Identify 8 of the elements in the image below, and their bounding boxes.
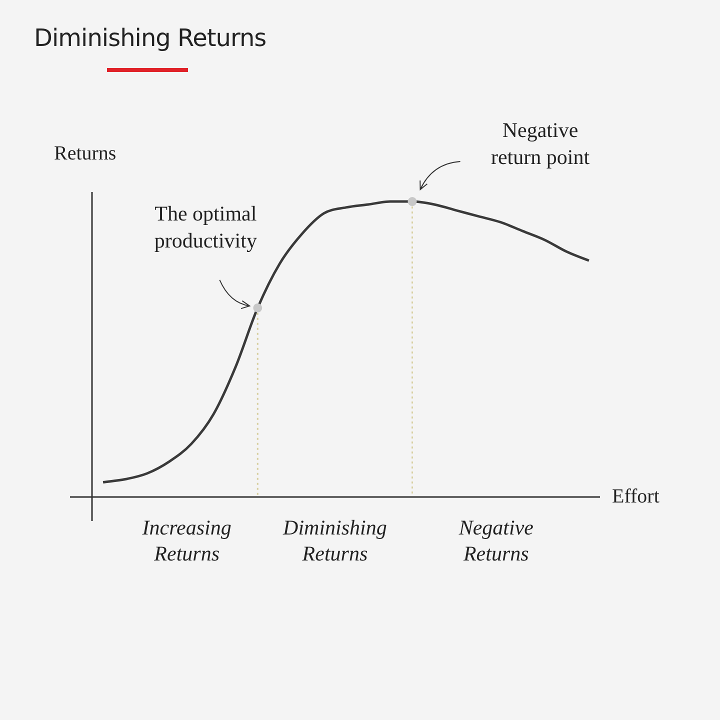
text: Diminishing Returns [282, 516, 387, 566]
text: Negative Returns [458, 516, 534, 566]
y-axis-title: Returns [54, 142, 116, 164]
text: Increasing Returns [141, 516, 232, 566]
chart-title: Diminishing Returns [34, 24, 266, 52]
x-axis-title: Effort [612, 485, 660, 508]
text: Negative return point [490, 118, 590, 170]
annotation: The optimal productivity [154, 201, 258, 252]
